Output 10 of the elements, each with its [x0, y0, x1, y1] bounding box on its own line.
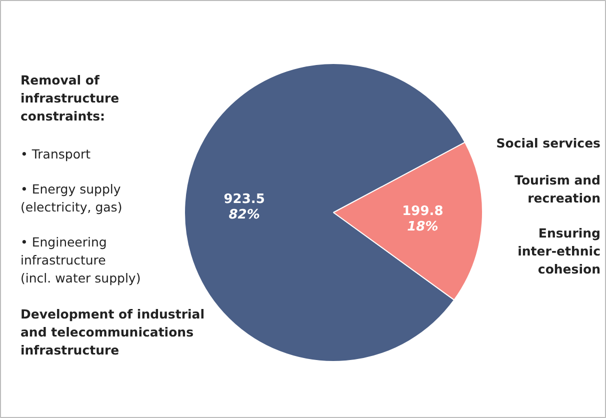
text: Social services — [496, 136, 601, 150]
text: • Energy supply (electricity, gas) — [20, 182, 122, 214]
data-label: 923.5 82% — [224, 192, 265, 222]
data-label: 199.8 18% — [402, 204, 444, 235]
text: • Engineering infrastructure (incl. water supply) — [20, 234, 141, 286]
text: Tourism and recreation — [514, 172, 601, 206]
text: Removal of infrastructure constraints: — [20, 72, 120, 124]
text: • Transport — [20, 146, 91, 162]
text: Ensuring inter-ethnic cohesion — [518, 226, 601, 276]
text: Development of industrial and telecommunications infrastructure — [20, 306, 205, 358]
